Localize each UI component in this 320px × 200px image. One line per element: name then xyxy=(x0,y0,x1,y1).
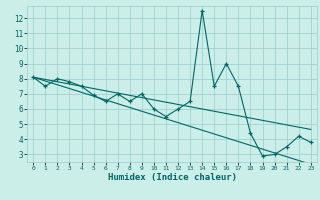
X-axis label: Humidex (Indice chaleur): Humidex (Indice chaleur) xyxy=(108,173,236,182)
